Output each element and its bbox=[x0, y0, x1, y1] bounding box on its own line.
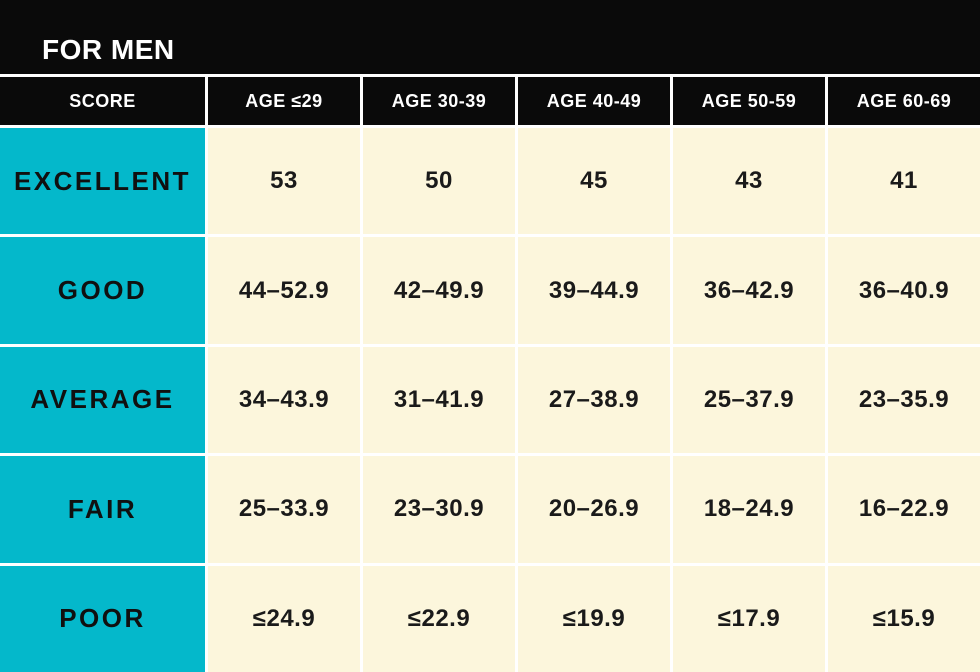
column-header: AGE 40-49 bbox=[518, 77, 670, 125]
score-cell: 25–37.9 bbox=[673, 346, 825, 454]
column-header: AGE 30-39 bbox=[363, 77, 515, 125]
score-cell: 23–35.9 bbox=[828, 346, 980, 454]
score-cell: ≤17.9 bbox=[673, 565, 825, 672]
score-cell: ≤22.9 bbox=[363, 565, 515, 672]
score-cell: 53 bbox=[208, 128, 360, 235]
score-cell: 36–40.9 bbox=[828, 237, 980, 344]
score-cell: 16–22.9 bbox=[828, 456, 980, 563]
score-cell: 42–49.9 bbox=[363, 237, 515, 344]
title-band: FOR MEN bbox=[0, 0, 980, 74]
page-title: FOR MEN bbox=[42, 34, 175, 65]
score-cell: ≤19.9 bbox=[518, 565, 670, 672]
column-header: AGE 60-69 bbox=[828, 77, 980, 125]
score-cell: 25–33.9 bbox=[208, 456, 360, 563]
score-cell: ≤24.9 bbox=[208, 565, 360, 672]
row-label: AVERAGE bbox=[0, 346, 205, 454]
row-label: FAIR bbox=[0, 456, 205, 563]
score-cell: 20–26.9 bbox=[518, 456, 670, 563]
score-cell: 45 bbox=[518, 128, 670, 235]
score-cell: 44–52.9 bbox=[208, 237, 360, 344]
score-cell: ≤15.9 bbox=[828, 565, 980, 672]
row-label: POOR bbox=[0, 565, 205, 672]
score-table: SCORE AGE ≤29 AGE 30-39 AGE 40-49 AGE 50-59 A… bbox=[0, 74, 980, 672]
score-cell: 27–38.9 bbox=[518, 346, 670, 454]
column-header: SCORE bbox=[0, 77, 205, 125]
score-cell: 43 bbox=[673, 128, 825, 235]
score-cell: 39–44.9 bbox=[518, 237, 670, 344]
row-label: EXCELLENT bbox=[0, 128, 205, 235]
score-cell: 41 bbox=[828, 128, 980, 235]
score-cell: 31–41.9 bbox=[363, 346, 515, 454]
score-cell: 23–30.9 bbox=[363, 456, 515, 563]
score-cell: 36–42.9 bbox=[673, 237, 825, 344]
score-cell: 18–24.9 bbox=[673, 456, 825, 563]
row-label: GOOD bbox=[0, 237, 205, 344]
score-cell: 50 bbox=[363, 128, 515, 235]
column-header: AGE ≤29 bbox=[208, 77, 360, 125]
column-header: AGE 50-59 bbox=[673, 77, 825, 125]
score-cell: 34–43.9 bbox=[208, 346, 360, 454]
